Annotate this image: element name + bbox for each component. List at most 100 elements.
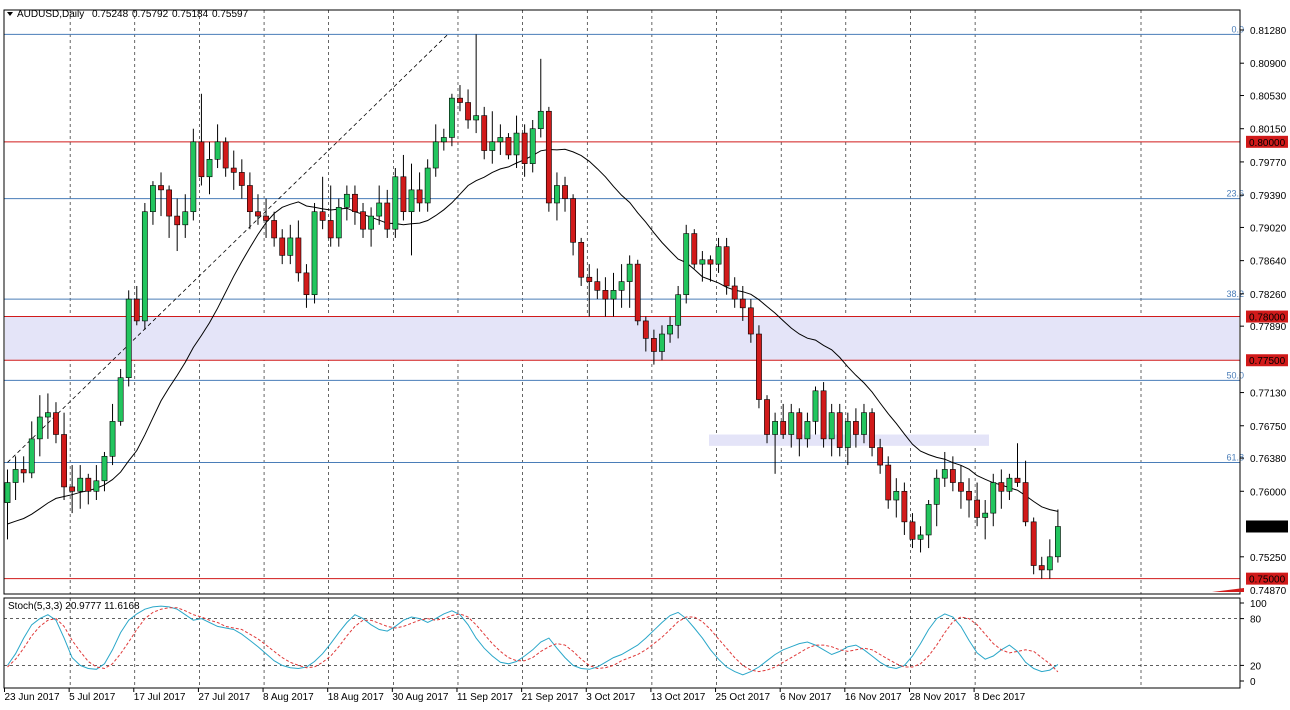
candle[interactable] — [699, 251, 706, 282]
candle[interactable] — [723, 237, 730, 295]
candle[interactable] — [335, 198, 342, 247]
candle[interactable] — [271, 211, 278, 247]
candle[interactable] — [4, 469, 11, 540]
candle[interactable] — [133, 285, 140, 326]
candle[interactable] — [400, 154, 407, 221]
candle[interactable] — [1014, 443, 1021, 487]
candle[interactable] — [255, 194, 261, 225]
candle[interactable] — [392, 168, 399, 238]
candle[interactable] — [836, 403, 843, 457]
candle[interactable] — [861, 403, 867, 444]
candle[interactable] — [998, 469, 1005, 509]
candle[interactable] — [206, 141, 213, 195]
candle[interactable] — [966, 478, 972, 518]
candle[interactable] — [909, 513, 916, 549]
candle[interactable] — [12, 456, 19, 501]
candle[interactable] — [893, 478, 900, 518]
candle[interactable] — [626, 255, 633, 308]
candle[interactable] — [715, 237, 722, 273]
candle[interactable] — [384, 189, 391, 238]
candle[interactable] — [311, 202, 318, 304]
candle[interactable] — [1038, 556, 1045, 579]
candle[interactable] — [360, 202, 366, 238]
candle[interactable] — [820, 382, 827, 448]
candle[interactable] — [222, 137, 229, 177]
candle[interactable] — [756, 325, 762, 409]
candle[interactable] — [667, 316, 673, 343]
candle[interactable] — [901, 482, 908, 535]
candle[interactable] — [327, 185, 334, 247]
candle[interactable] — [158, 172, 164, 217]
candle[interactable] — [174, 198, 181, 252]
candle[interactable] — [675, 285, 682, 339]
candle[interactable] — [117, 368, 124, 426]
candle[interactable] — [933, 469, 940, 527]
candle[interactable] — [77, 465, 84, 509]
candle[interactable] — [707, 255, 714, 282]
candle[interactable] — [295, 220, 302, 282]
candle[interactable] — [101, 451, 108, 492]
candle[interactable] — [457, 85, 463, 112]
candle[interactable] — [85, 473, 92, 505]
candle[interactable] — [497, 124, 504, 155]
candle[interactable] — [877, 438, 884, 474]
candle[interactable] — [812, 386, 819, 435]
candle[interactable] — [287, 224, 294, 265]
candle[interactable] — [772, 412, 778, 474]
candle[interactable] — [917, 526, 924, 553]
candle[interactable] — [545, 106, 552, 212]
candle[interactable] — [958, 465, 964, 509]
candle[interactable] — [925, 500, 932, 549]
candle[interactable] — [376, 185, 383, 225]
candle[interactable] — [432, 124, 439, 177]
candle[interactable] — [570, 194, 576, 256]
candle[interactable] — [416, 172, 423, 212]
candle[interactable] — [562, 176, 568, 212]
candle[interactable] — [941, 451, 948, 487]
candle[interactable] — [650, 329, 657, 365]
candle[interactable] — [368, 207, 374, 247]
dropdown-triangle-icon[interactable] — [7, 12, 13, 16]
candle[interactable] — [780, 403, 787, 439]
candle[interactable] — [537, 58, 544, 138]
candle[interactable] — [238, 159, 245, 199]
candle[interactable] — [885, 456, 892, 509]
candle[interactable] — [683, 224, 690, 304]
candle[interactable] — [852, 408, 859, 448]
candle[interactable] — [263, 198, 269, 238]
candle[interactable] — [1055, 509, 1061, 563]
candle[interactable] — [53, 402, 59, 444]
candle[interactable] — [61, 412, 67, 501]
candle[interactable] — [691, 229, 698, 269]
candle[interactable] — [440, 128, 447, 151]
candle[interactable] — [618, 264, 625, 308]
candle[interactable] — [230, 150, 237, 190]
candle[interactable] — [828, 403, 835, 457]
candle[interactable] — [554, 172, 560, 221]
candle[interactable] — [279, 229, 286, 265]
candle[interactable] — [36, 395, 43, 457]
candle[interactable] — [634, 259, 641, 326]
candle[interactable] — [352, 185, 358, 225]
candle[interactable] — [125, 290, 132, 387]
candle[interactable] — [982, 500, 989, 540]
candle[interactable] — [949, 456, 956, 492]
candle[interactable] — [529, 119, 536, 173]
candle[interactable] — [481, 106, 488, 160]
candle[interactable] — [473, 34, 480, 134]
candle[interactable] — [513, 115, 520, 169]
candle[interactable] — [20, 456, 27, 483]
candle[interactable] — [1022, 460, 1029, 527]
candle[interactable] — [578, 237, 585, 286]
candle[interactable] — [182, 194, 189, 238]
candle[interactable] — [44, 393, 51, 439]
candle[interactable] — [869, 408, 875, 457]
candle[interactable] — [424, 159, 431, 212]
candle[interactable] — [319, 176, 326, 230]
candle[interactable] — [448, 93, 455, 147]
candle[interactable] — [731, 277, 738, 308]
candle[interactable] — [190, 128, 197, 221]
candle[interactable] — [489, 111, 496, 164]
candle[interactable] — [198, 93, 205, 186]
